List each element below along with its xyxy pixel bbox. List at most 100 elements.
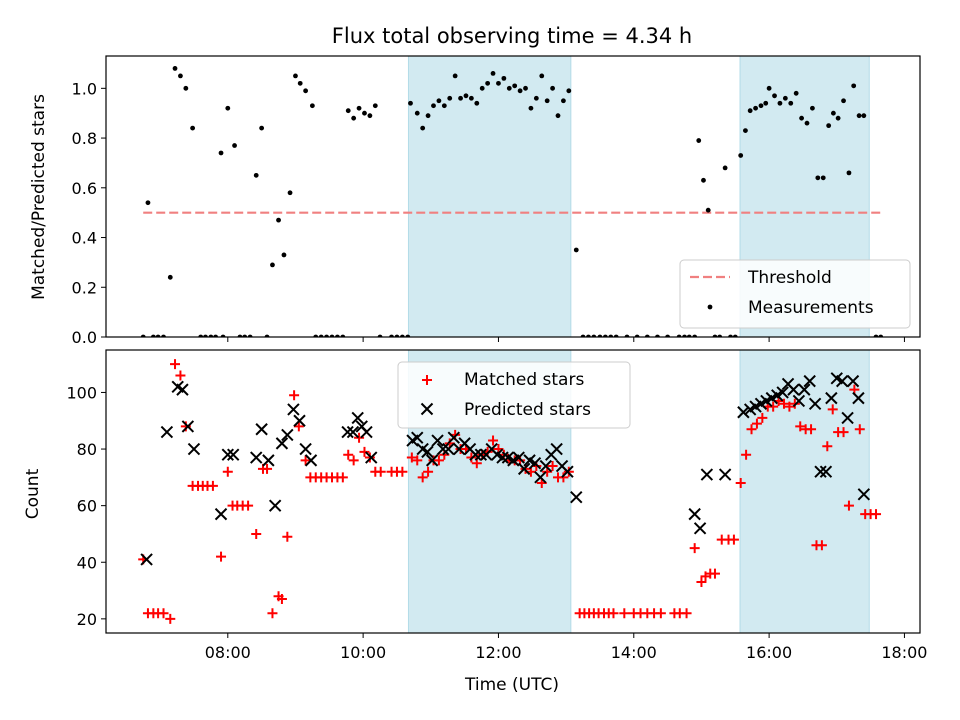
bottom-matched-point: [838, 427, 849, 438]
top-measurement-point: [351, 115, 357, 121]
bottom-matched-point: [778, 398, 789, 409]
bottom-predicted-point: [268, 499, 282, 512]
bottom-predicted-point: [528, 456, 542, 470]
bottom-matched-point: [243, 500, 254, 511]
bottom-matched-point: [784, 401, 795, 412]
top-measurement-point: [539, 73, 545, 79]
bottom-matched-point: [207, 480, 218, 491]
top-measurement-point: [758, 103, 764, 109]
bottom-matched-point: [547, 461, 558, 472]
top-measurement-point: [458, 95, 463, 101]
x-axis-label: Time (UTC): [464, 675, 559, 695]
bottom-predicted-point: [561, 465, 574, 478]
bottom-predicted-point: [431, 434, 444, 447]
top-measurement-point: [420, 125, 426, 131]
bottom-legend: [397, 361, 631, 429]
bottom-matched-point: [735, 478, 746, 489]
bottom-predicted-point: [281, 428, 294, 442]
top-measurement-point: [793, 90, 799, 96]
bottom-predicted-point: [447, 431, 461, 444]
bottom-predicted-point: [534, 471, 547, 484]
bottom-predicted-point: [841, 411, 854, 425]
bottom-matched-point: [158, 608, 169, 619]
bottom-predicted-point: [341, 425, 354, 439]
top-measurement-point: [705, 207, 711, 213]
top-measurement-point: [436, 98, 442, 104]
top-y-tick-label: 0.2: [72, 278, 97, 297]
top-legend: [679, 259, 911, 329]
bottom-predicted-point: [792, 394, 806, 408]
bottom-predicted-point: [852, 391, 865, 405]
bottom-predicted-point: [814, 465, 827, 478]
bottom-matched-point: [751, 418, 762, 429]
bottom-predicted-point: [539, 459, 553, 473]
legend-predicted-label: Predicted stars: [464, 400, 591, 420]
bottom-shaded-region: [739, 350, 870, 633]
top-measurement-point: [190, 125, 196, 131]
bottom-matched-point: [300, 455, 311, 466]
bottom-matched-point: [359, 446, 370, 457]
bottom-matched-point: [293, 421, 304, 432]
bottom-matched-point: [180, 421, 191, 432]
bottom-matched-point: [757, 412, 768, 423]
top-y-tick-label: 0.4: [72, 229, 97, 248]
bottom-matched-point: [216, 551, 227, 562]
bottom-axes-frame: [105, 349, 921, 634]
bottom-matched-point: [822, 441, 833, 452]
bottom-predicted-point: [187, 442, 201, 456]
top-measurement-point: [512, 83, 518, 89]
top-measurement-point: [810, 105, 815, 111]
top-measurement-point: [856, 113, 862, 119]
top-measurement-point: [447, 95, 453, 101]
bottom-predicted-point: [803, 374, 816, 388]
bottom-predicted-point: [835, 374, 849, 388]
bottom-predicted-point: [255, 423, 268, 436]
bottom-x-tick-label: 16:00: [746, 643, 792, 662]
bottom-matched-point: [337, 472, 348, 483]
top-measurement-point: [303, 88, 309, 94]
top-measurement-point: [287, 190, 293, 196]
top-measurement-point: [763, 100, 769, 106]
bottom-predicted-point: [140, 553, 153, 566]
bottom-matched-point: [768, 401, 779, 412]
top-measurement-point: [232, 143, 237, 148]
top-y-tick-label: 1.0: [72, 79, 97, 98]
bottom-predicted-point: [825, 391, 838, 405]
bottom-matched-point: [397, 466, 408, 477]
top-measurement-point: [253, 172, 259, 178]
top-measurement-point: [496, 80, 501, 86]
top-measurement-point: [452, 73, 458, 79]
top-measurement-point: [517, 88, 523, 94]
bottom-predicted-point: [293, 414, 306, 427]
top-measurement-point: [293, 73, 298, 79]
bottom-matched-point: [262, 463, 273, 474]
bottom-matched-point: [854, 424, 865, 435]
bottom-predicted-point: [436, 442, 450, 456]
top-measurement-point: [218, 150, 224, 156]
bottom-matched-point: [488, 435, 499, 446]
bottom-matched-point: [348, 455, 359, 466]
bottom-matched-point: [433, 455, 444, 466]
top-measurement-point: [270, 262, 275, 268]
top-measurement-point: [172, 66, 178, 71]
bottom-predicted-point: [700, 468, 714, 481]
bottom-x-tick-label: 10:00: [340, 643, 386, 662]
bottom-y-tick-label: 100: [66, 383, 97, 402]
top-measurement-point: [747, 108, 753, 114]
top-measurement-point: [788, 100, 794, 106]
top-measurement-point: [485, 80, 491, 86]
bottom-matched-point: [412, 455, 423, 466]
top-measurement-point: [225, 105, 231, 111]
bottom-y-tick-label: 60: [77, 497, 97, 516]
bottom-predicted-point: [425, 454, 439, 467]
bottom-predicted-point: [227, 448, 240, 461]
bottom-matched-point: [696, 577, 707, 588]
top-measurement-point: [523, 85, 528, 91]
top-measurement-point: [701, 177, 706, 183]
top-measurement-point: [281, 252, 287, 258]
bottom-x-tick-label: 08:00: [205, 643, 251, 662]
bottom-y-tick-label: 80: [77, 440, 97, 459]
bottom-predicted-point: [250, 451, 263, 464]
top-measurement-point: [573, 247, 579, 253]
top-measurement-point: [743, 128, 748, 134]
